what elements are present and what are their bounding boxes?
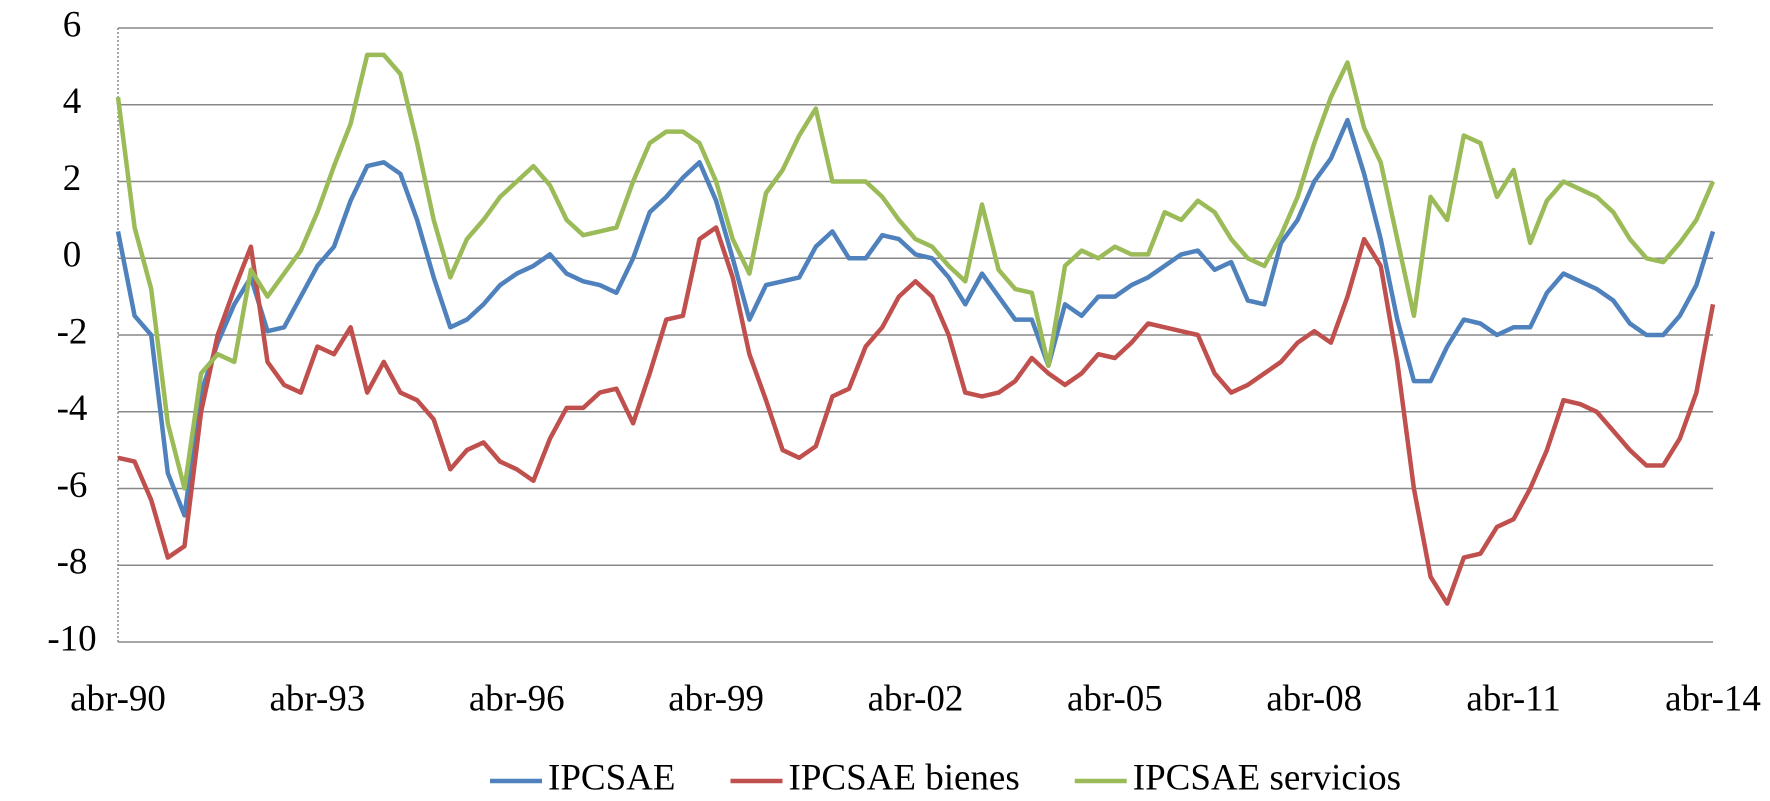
x-tick-label: abr-93 xyxy=(269,678,365,719)
y-tick-label: 2 xyxy=(63,158,82,199)
x-tick-label: abr-08 xyxy=(1266,678,1362,719)
y-tick-label: 4 xyxy=(63,81,82,122)
legend-label: IPCSAE servicios xyxy=(1133,757,1401,798)
series-line xyxy=(115,52,1716,491)
y-tick-label: -8 xyxy=(57,542,88,583)
x-tick-label: abr-90 xyxy=(70,678,166,719)
series-line xyxy=(117,225,1716,606)
x-tick-label: abr-99 xyxy=(668,678,764,719)
legend-label: IPCSAE xyxy=(548,757,675,798)
legend-label: IPCSAE bienes xyxy=(788,757,1019,798)
x-tick-label: abr-11 xyxy=(1466,678,1560,719)
series-line xyxy=(115,117,1716,518)
legend: IPCSAE IPCSAE bienes IPCSAE servicios xyxy=(490,757,1401,798)
y-tick-label: 0 xyxy=(63,235,82,276)
x-tick-label: abr-14 xyxy=(1665,678,1761,719)
y-tick-label: 6 xyxy=(63,4,82,45)
y-tick-label: -10 xyxy=(47,618,96,659)
x-tick-label: abr-05 xyxy=(1067,678,1163,719)
x-tick-label: abr-02 xyxy=(868,678,964,719)
y-tick-label: -4 xyxy=(57,388,88,429)
x-tick-label: abr-96 xyxy=(469,678,565,719)
y-tick-label: -2 xyxy=(57,311,88,352)
y-tick-label: -6 xyxy=(57,465,88,506)
